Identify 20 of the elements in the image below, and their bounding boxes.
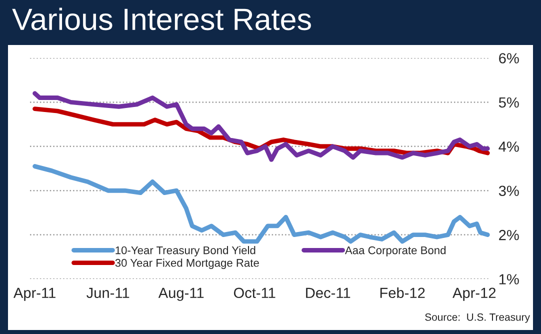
line-series: [32, 164, 490, 244]
x-tick-label: Apr-12: [452, 288, 496, 301]
y-tick-label: 6%: [499, 53, 519, 64]
x-tick-label: Oct-11: [234, 288, 276, 298]
y-tick-label: 3%: [498, 186, 519, 196]
legend-label: 30 Year Fixed Mortgage Rate: [115, 258, 259, 269]
x-tick-label: Dec-11: [306, 288, 350, 298]
x-tick-label: Aug-11: [158, 288, 204, 301]
y-tick-label: 5%: [498, 97, 519, 108]
source-note: Source: U.S. Treasury: [425, 313, 530, 323]
line-series: [32, 91, 490, 162]
x-tick-label: Jun-11: [86, 288, 130, 298]
y-tick-label: 4%: [498, 142, 519, 152]
x-tick-label: Feb-12: [380, 287, 425, 298]
legend-label: 10-Year Treasury Bond Yield: [116, 246, 256, 256]
chart-title: Various Interest Rates: [12, 8, 311, 30]
legend-label: Aaa Corporate Bond: [344, 246, 446, 256]
x-tick-label: Apr-11: [13, 288, 56, 301]
y-tick-label: 1%: [499, 274, 519, 284]
y-tick-label: 2%: [499, 230, 519, 240]
